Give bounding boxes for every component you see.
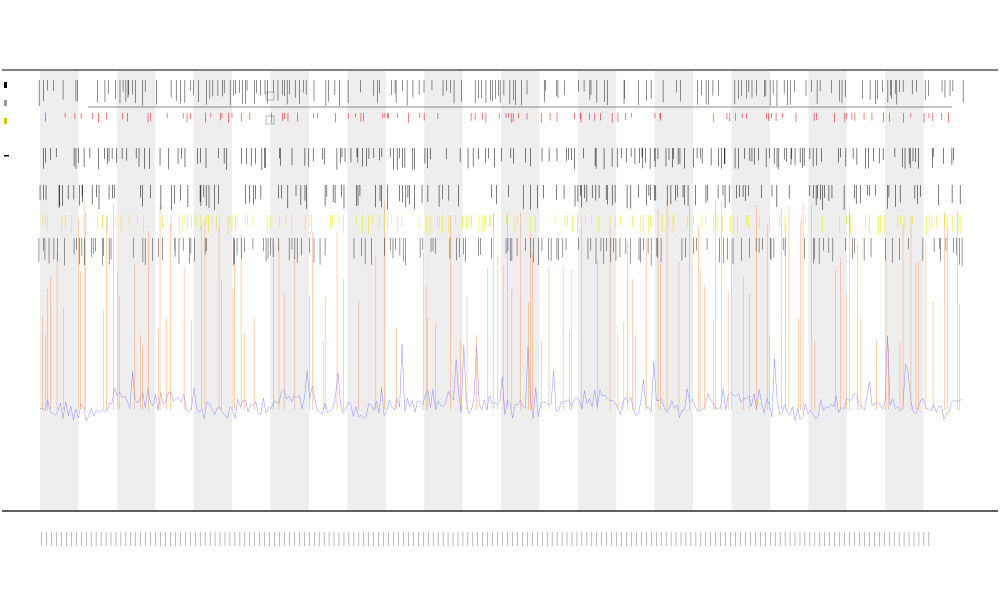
legend-swatch-4	[4, 155, 9, 157]
shaded-band	[808, 71, 847, 510]
shaded-band	[270, 71, 309, 510]
shaded-bands	[40, 71, 924, 510]
legend	[4, 82, 9, 157]
legend-swatch-2	[4, 100, 7, 106]
annotation-block	[265, 91, 275, 125]
shaded-band	[347, 71, 386, 510]
shaded-band	[40, 71, 79, 510]
series-line-blue	[39, 335, 963, 422]
x-tick-labels	[41, 532, 930, 546]
legend-swatch-1	[4, 82, 7, 88]
shaded-band	[654, 71, 694, 510]
shaded-band	[424, 71, 463, 510]
annotation-marker-1	[265, 91, 275, 101]
legend-swatch-3	[4, 118, 7, 124]
shaded-band	[193, 71, 233, 510]
annotation-marker-2	[265, 115, 275, 125]
shaded-band	[885, 71, 924, 510]
chart-marks	[38, 80, 964, 422]
shaded-band	[501, 71, 540, 510]
shaded-band	[731, 71, 770, 510]
shaded-band	[116, 71, 156, 510]
